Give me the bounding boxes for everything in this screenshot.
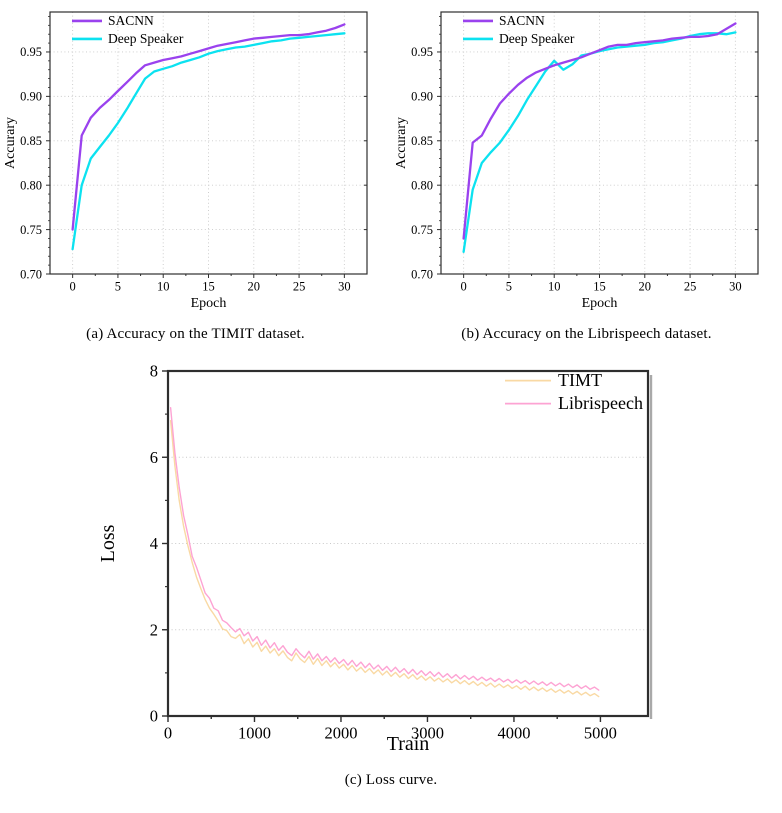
svg-text:0.70: 0.70	[20, 267, 42, 281]
svg-text:Accurary: Accurary	[394, 117, 409, 169]
svg-text:Epoch: Epoch	[582, 296, 618, 311]
svg-text:20: 20	[639, 280, 652, 294]
svg-text:0.90: 0.90	[411, 90, 433, 104]
svg-text:5000: 5000	[584, 724, 617, 743]
svg-text:0: 0	[150, 707, 158, 726]
svg-text:0.90: 0.90	[20, 90, 42, 104]
svg-text:2000: 2000	[324, 724, 357, 743]
loss-curve-chart: 0 1000 2000 3000 4000 5000 0 2 4 6 8 Train Loss TIMT L…	[97, 362, 653, 755]
svg-text:Deep Speaker: Deep Speaker	[499, 31, 575, 46]
svg-text:4: 4	[150, 534, 158, 553]
svg-text:0.95: 0.95	[20, 45, 42, 59]
svg-text:SACNN: SACNN	[499, 13, 545, 28]
figure-a: 0 5 10 15 20 25 30 0.70 0.75 0.80 0.85 0.90 0.95 Epoc…	[0, 0, 391, 312]
svg-text:25: 25	[684, 280, 697, 294]
svg-text:30: 30	[729, 280, 742, 294]
svg-text:5: 5	[115, 280, 121, 294]
svg-text:0.80: 0.80	[20, 178, 42, 192]
svg-text:SACNN: SACNN	[108, 13, 154, 28]
svg-text:15: 15	[202, 280, 215, 294]
svg-text:10: 10	[548, 280, 561, 294]
caption-b: (b) Accuracy on the Librispeech dataset.	[461, 326, 712, 342]
svg-text:20: 20	[248, 280, 261, 294]
svg-text:5: 5	[506, 280, 512, 294]
svg-text:25: 25	[293, 280, 306, 294]
svg-text:0.70: 0.70	[411, 267, 433, 281]
svg-text:2: 2	[150, 620, 158, 639]
svg-text:0: 0	[461, 280, 467, 294]
svg-text:0.95: 0.95	[411, 45, 433, 59]
svg-text:3000: 3000	[411, 724, 444, 743]
svg-text:0: 0	[164, 724, 172, 743]
svg-text:TIMT: TIMT	[558, 370, 602, 390]
svg-text:4000: 4000	[497, 724, 530, 743]
figure-c: 0 1000 2000 3000 4000 5000 0 2 4 6 8 Train Loss TIMT L…	[97, 358, 682, 760]
svg-text:Deep Speaker: Deep Speaker	[108, 31, 184, 46]
svg-text:Librispeech: Librispeech	[558, 393, 643, 413]
svg-text:30: 30	[338, 280, 351, 294]
figure-b: 0 5 10 15 20 25 30 0.70 0.75 0.80 0.85 0.90 0.95 Epoc…	[391, 0, 782, 312]
svg-text:0.80: 0.80	[411, 178, 433, 192]
svg-text:15: 15	[593, 280, 606, 294]
svg-text:Train: Train	[387, 733, 430, 755]
svg-text:0: 0	[70, 280, 76, 294]
svg-text:0.75: 0.75	[411, 223, 433, 237]
svg-text:8: 8	[150, 362, 158, 381]
svg-text:10: 10	[157, 280, 170, 294]
svg-text:Epoch: Epoch	[191, 296, 227, 311]
svg-text:Accurary: Accurary	[3, 117, 18, 169]
accuracy-librispeech-chart: 0 5 10 15 20 25 30 0.70 0.75 0.80 0.85 0.90 0.95 Epoc…	[394, 11, 759, 311]
svg-text:6: 6	[150, 448, 158, 467]
svg-text:0.75: 0.75	[20, 223, 42, 237]
svg-text:0.85: 0.85	[411, 134, 433, 148]
caption-c: (c) Loss curve.	[344, 772, 438, 788]
caption-a: (a) Accuracy on the TIMIT dataset.	[86, 326, 305, 342]
svg-text:1000: 1000	[238, 724, 271, 743]
svg-text:0.85: 0.85	[20, 134, 42, 148]
svg-text:Loss: Loss	[97, 524, 119, 562]
accuracy-timit-chart: 0 5 10 15 20 25 30 0.70 0.75 0.80 0.85 0.90 0.95 Epoc…	[3, 11, 368, 311]
